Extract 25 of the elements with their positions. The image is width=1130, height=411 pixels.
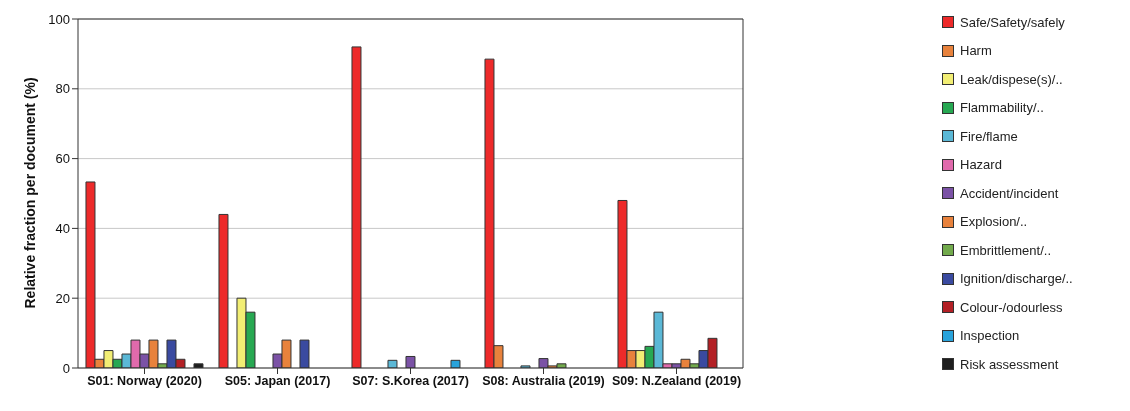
legend-label: Leak/dispese(s)/.. xyxy=(960,71,1063,87)
y-axis-title: Relative fraction per document (%) xyxy=(21,77,38,309)
legend-label: Safe/Safety/safely xyxy=(960,14,1065,30)
legend-label: Harm xyxy=(960,43,992,59)
y-tick-label: 60 xyxy=(55,151,70,167)
x-tick-label: S07: S.Korea (2017) xyxy=(352,373,469,388)
legend-label: Accident/incident xyxy=(960,185,1059,201)
y-tick-label: 100 xyxy=(48,11,70,27)
legend-label: Inspection xyxy=(960,328,1020,344)
y-tick-label: 80 xyxy=(55,81,70,97)
legend-label: Colour-/odourless xyxy=(960,299,1063,315)
y-tick-label: 20 xyxy=(55,290,70,306)
x-tick-label: S08: Australia (2019) xyxy=(482,373,605,388)
legend-label: Embrittlement/.. xyxy=(960,242,1052,258)
legend-label: Fire/flame xyxy=(960,128,1018,144)
y-tick-label: 40 xyxy=(55,221,70,237)
x-tick-label: S01: Norway (2020) xyxy=(87,373,202,388)
legend-label: Explosion/.. xyxy=(960,214,1028,230)
legend-label: Flammability/.. xyxy=(960,100,1044,116)
legend-label: Ignition/discharge/.. xyxy=(960,271,1073,287)
x-tick-label: S09: N.Zealand (2019) xyxy=(611,373,742,388)
y-tick-label: 0 xyxy=(62,360,70,376)
legend-label: Risk assessment xyxy=(960,356,1059,372)
legend-label: Hazard xyxy=(960,157,1002,173)
x-tick-label: S05: Japan (2017) xyxy=(224,373,331,388)
